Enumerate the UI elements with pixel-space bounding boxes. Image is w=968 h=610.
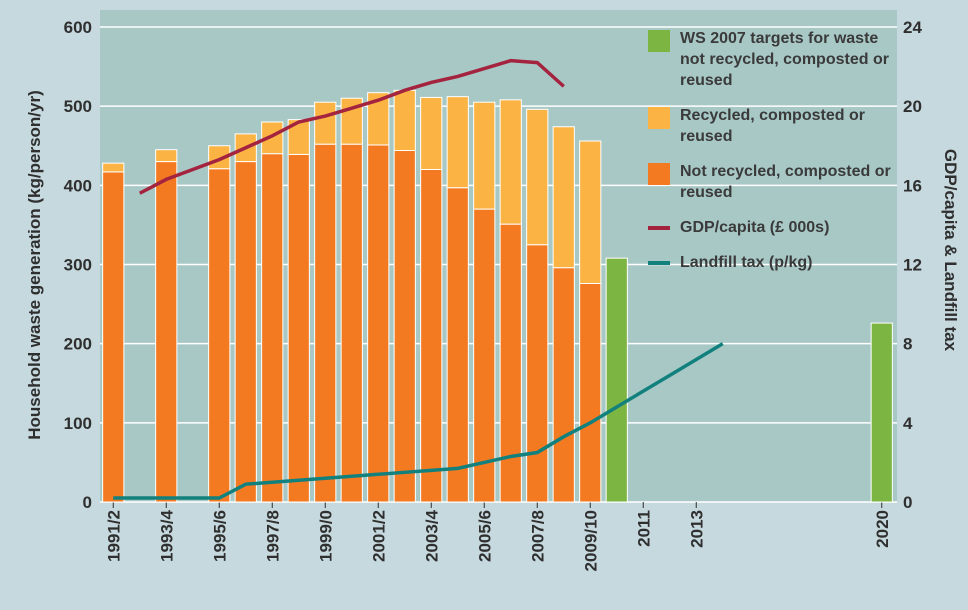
bar xyxy=(499,223,522,503)
bar xyxy=(605,257,628,503)
y2-tick-label: 4 xyxy=(903,414,913,433)
bar xyxy=(526,244,549,503)
bar xyxy=(579,283,602,503)
y2-tick-label: 8 xyxy=(903,335,912,354)
legend-label: Recycled, composted or reused xyxy=(680,107,865,145)
legend-swatch xyxy=(648,30,670,52)
legend: WS 2007 targets for waste not recycled, … xyxy=(648,28,893,287)
legend-label: GDP/capita (£ 000s) xyxy=(680,219,830,236)
y-tick-label: 400 xyxy=(64,176,92,195)
bar xyxy=(870,322,893,503)
bar xyxy=(552,126,575,269)
bar xyxy=(261,121,284,155)
x-tick-label: 2011 xyxy=(634,510,653,547)
bar xyxy=(314,101,337,145)
bar xyxy=(420,96,443,170)
legend-swatch xyxy=(648,226,670,230)
bar xyxy=(102,171,125,503)
bar xyxy=(367,92,390,146)
bar xyxy=(261,153,284,503)
bar xyxy=(155,149,178,163)
x-tick-label: 2001/2 xyxy=(369,510,388,562)
bar xyxy=(473,101,496,210)
bar xyxy=(102,162,125,173)
bar xyxy=(340,143,363,503)
legend-swatch xyxy=(648,163,670,185)
plot-area xyxy=(100,10,897,502)
bar xyxy=(499,99,522,225)
legend-item: Recycled, composted or reused xyxy=(648,105,893,147)
x-tick-label: 2009/10 xyxy=(581,510,600,571)
x-tick-label: 2013 xyxy=(687,510,706,548)
legend-item: Not recycled, composted or reused xyxy=(648,161,893,203)
y2-tick-label: 16 xyxy=(903,176,922,195)
y2-tick-label: 24 xyxy=(903,18,922,37)
bar xyxy=(287,119,310,155)
x-tick-label: 2005/6 xyxy=(475,510,494,562)
y2-tick-label: 20 xyxy=(903,97,922,116)
y-tick-label: 0 xyxy=(83,493,92,512)
x-tick-label: 2007/8 xyxy=(528,510,547,562)
bar xyxy=(208,168,231,503)
bar xyxy=(420,169,443,503)
bar xyxy=(367,144,390,503)
bar xyxy=(473,208,496,503)
legend-item: Landfill tax (p/kg) xyxy=(648,252,893,273)
line xyxy=(138,58,565,195)
y-tick-label: 300 xyxy=(64,256,92,275)
x-tick-label: 1991/2 xyxy=(104,510,123,562)
bar xyxy=(446,187,469,503)
bar xyxy=(526,108,549,246)
y-axis-label: Household waste generation (kg/person/yr… xyxy=(25,90,44,440)
y-tick-label: 100 xyxy=(64,414,92,433)
bar xyxy=(393,150,416,503)
legend-swatch xyxy=(648,107,670,129)
x-tick-label: 1995/6 xyxy=(210,510,229,562)
y2-axis-label: GDP/capita & Landfill tax xyxy=(941,149,960,352)
bar xyxy=(446,96,469,189)
line xyxy=(113,342,724,500)
bar xyxy=(155,161,178,503)
legend-label: Not recycled, composted or reused xyxy=(680,163,891,201)
bar xyxy=(552,267,575,503)
bar xyxy=(287,153,310,503)
bar xyxy=(314,143,337,503)
y2-tick-label: 12 xyxy=(903,256,922,275)
legend-label: WS 2007 targets for waste not recycled, … xyxy=(680,30,889,89)
legend-swatch xyxy=(648,261,670,265)
y-tick-label: 600 xyxy=(64,18,92,37)
legend-label: Landfill tax (p/kg) xyxy=(680,254,813,271)
y-tick-label: 200 xyxy=(64,335,92,354)
x-tick-label: 1993/4 xyxy=(157,509,176,562)
legend-item: WS 2007 targets for waste not recycled, … xyxy=(648,28,893,91)
x-tick-label: 2020 xyxy=(873,510,892,548)
y-tick-label: 500 xyxy=(64,97,92,116)
bar xyxy=(579,140,602,284)
x-tick-label: 1997/8 xyxy=(263,510,282,562)
bar xyxy=(234,161,257,503)
legend-item: GDP/capita (£ 000s) xyxy=(648,217,893,238)
x-tick-label: 2003/4 xyxy=(422,509,441,562)
bar xyxy=(393,89,416,152)
x-tick-label: 1999/0 xyxy=(316,510,335,562)
y2-tick-label: 0 xyxy=(903,493,912,512)
